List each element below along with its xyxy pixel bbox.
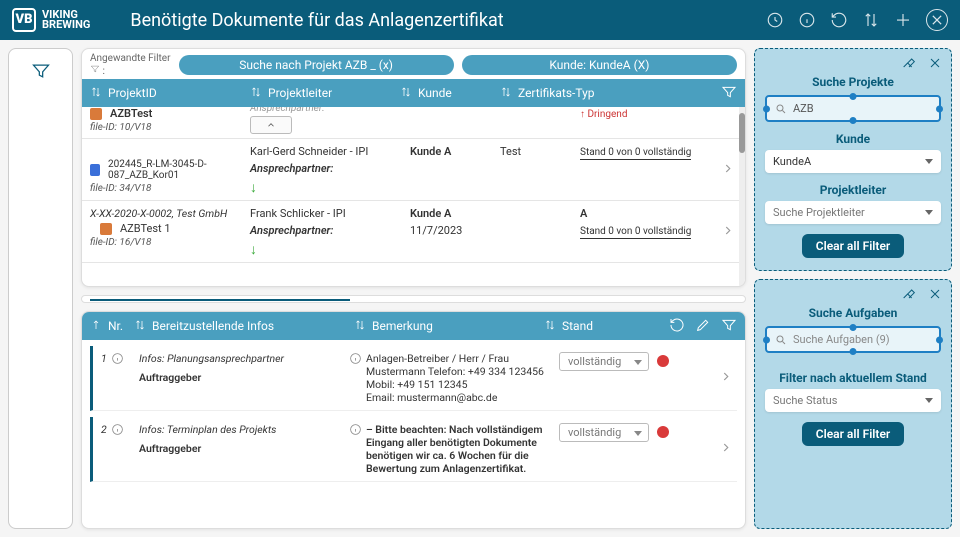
tasks-panel: Nr. Bereitzustellende Infos Bemerkung St… [81, 311, 746, 529]
sort-icon[interactable] [544, 319, 556, 334]
project-row[interactable]: 202445_R-LM-3045-D-087_AZB_Kor01 file-ID… [82, 139, 745, 201]
collapse-button[interactable] [250, 116, 292, 134]
filter-pill-project[interactable]: Suche nach Projekt AZB _ (x) [179, 55, 454, 75]
brand-logo: VB VIKINGBREWING [12, 8, 90, 32]
project-search-input[interactable]: AZB [765, 95, 941, 122]
clear-filter-button[interactable]: Clear all Filter [802, 234, 904, 258]
eraser-icon[interactable] [901, 55, 917, 74]
scrollbar[interactable] [739, 107, 745, 286]
app-header: VB VIKINGBREWING Benötigte Dokumente für… [0, 0, 960, 40]
projects-panel: Angewandte Filter : Suche nach Projekt A… [81, 48, 746, 287]
refresh-icon[interactable] [830, 11, 848, 29]
chevron-right-icon[interactable] [719, 370, 733, 387]
refresh-icon[interactable] [669, 317, 685, 336]
project-filter-pane: Suche Projekte AZB Kunde KundeA Projektl… [754, 48, 952, 271]
task-search-input[interactable]: Suche Aufgaben (9) [765, 326, 941, 353]
info-icon [349, 352, 362, 365]
projektleiter-select[interactable]: Suche Projektleiter [765, 201, 941, 224]
tasks-table-header: Nr. Bereitzustellende Infos Bemerkung St… [82, 312, 745, 340]
close-icon[interactable] [926, 9, 948, 31]
status-dot [657, 355, 669, 367]
chevron-right-icon[interactable] [721, 223, 735, 240]
info-icon [111, 423, 124, 436]
panel-divider [81, 295, 746, 303]
sort-icon[interactable] [250, 86, 262, 101]
filter-icon[interactable] [721, 84, 737, 103]
sort-icon[interactable] [400, 86, 412, 101]
project-row[interactable]: X-XX-2020-X-0002, Test GmbH AZBTest 1 fi… [82, 201, 745, 263]
sort-up-icon[interactable] [90, 319, 102, 334]
left-rail [8, 48, 73, 529]
applied-filters-label: Angewandte Filter : [90, 53, 171, 77]
chevron-right-icon[interactable] [719, 441, 733, 458]
info-icon [111, 352, 124, 365]
status-select[interactable]: vollständig [559, 423, 649, 442]
close-icon[interactable] [927, 286, 943, 305]
sort-icon[interactable] [90, 86, 102, 101]
status-select[interactable]: vollständig [559, 352, 649, 371]
filter-icon[interactable] [721, 317, 737, 336]
chevron-right-icon[interactable] [721, 161, 735, 178]
filter-pill-kunde[interactable]: Kunde: KundeA (X) [462, 55, 737, 75]
add-icon[interactable] [894, 11, 912, 29]
edit-icon[interactable] [695, 317, 711, 336]
project-row[interactable]: AZBTest file-ID: 10/V18 Ansprechpartner:… [82, 107, 745, 139]
urgent-badge: Dringend [580, 109, 627, 120]
history-icon[interactable] [766, 11, 784, 29]
task-row[interactable]: 2 Infos: Terminplan des Projekts Auftrag… [90, 417, 737, 482]
sort-icon[interactable] [862, 11, 880, 29]
sort-icon[interactable] [354, 319, 366, 334]
status-select[interactable]: Suche Status [765, 389, 941, 412]
clear-filter-button[interactable]: Clear all Filter [802, 422, 904, 446]
info-icon [349, 423, 362, 436]
eraser-icon[interactable] [901, 286, 917, 305]
page-title: Benötigte Dokumente für das Anlagenzerti… [130, 10, 766, 31]
task-row[interactable]: 1 Infos: Planungsansprechpartner Auftrag… [90, 346, 737, 411]
info-icon[interactable] [798, 11, 816, 29]
task-filter-pane: Suche Aufgaben Suche Aufgaben (9) Filter… [754, 279, 952, 529]
filter-rail-icon[interactable] [31, 61, 51, 84]
sort-icon[interactable] [134, 319, 146, 334]
close-icon[interactable] [927, 55, 943, 74]
projects-table-header: ProjektID Projektleiter Kunde Zertifikat… [82, 79, 745, 107]
sort-icon[interactable] [500, 86, 512, 101]
status-dot [657, 426, 669, 438]
kunde-select[interactable]: KundeA [765, 150, 941, 173]
